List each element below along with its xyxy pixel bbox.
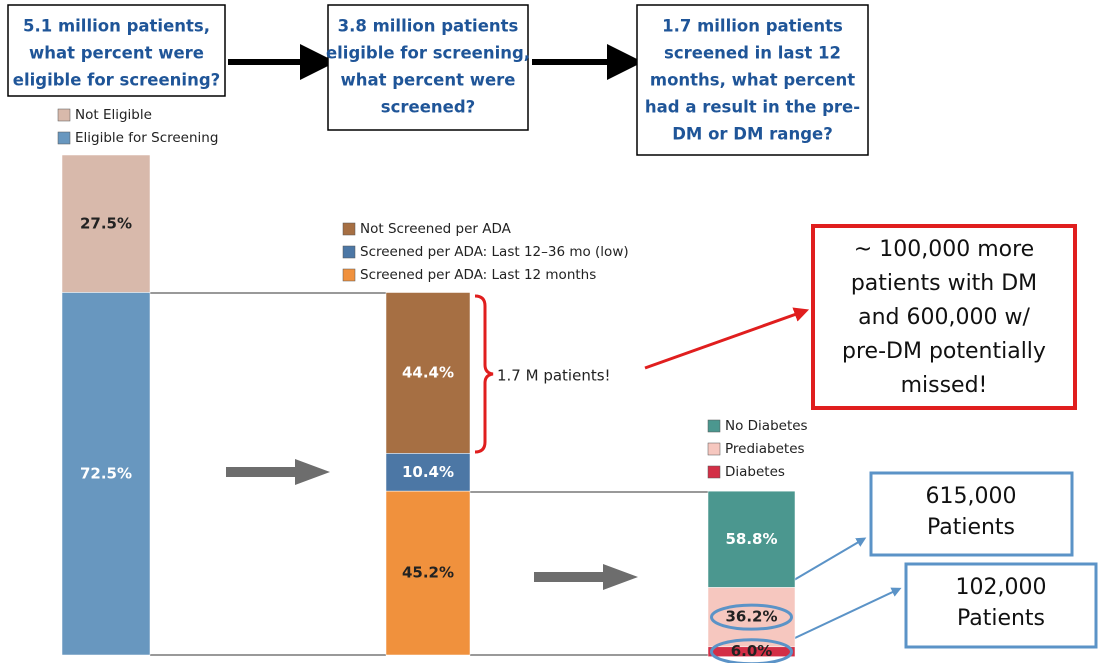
highlight-ellipse: [710, 603, 793, 631]
red-arrow: [644, 307, 810, 370]
gray-arrow: [534, 564, 638, 590]
bar-segment: [707, 646, 796, 657]
legend-swatch: [707, 419, 721, 433]
question-text: screened?: [381, 98, 475, 117]
legend-swatch: [57, 131, 71, 145]
bar-segment: [385, 490, 471, 656]
highlight-ellipse: [710, 638, 793, 663]
legend-swatch: [57, 108, 71, 122]
legend-label: Eligible for Screening: [75, 130, 218, 146]
question-text: what percent were: [29, 44, 204, 63]
value-label: 58.8%: [725, 530, 777, 548]
question-text: screened in last 12: [664, 44, 841, 63]
question-box: [636, 4, 869, 156]
red-note-text: ~ 100,000 more: [854, 237, 1034, 262]
question-text: had a result in the pre-: [645, 98, 860, 117]
legend-label: No Diabetes: [725, 418, 808, 434]
question-text: DM or DM range?: [672, 125, 833, 144]
value-label: 72.5%: [80, 464, 132, 482]
value-label: 44.4%: [402, 363, 454, 381]
red-note-text: patients with DM: [851, 271, 1037, 296]
red-note-box: [811, 224, 1077, 410]
legend-label: Prediabetes: [725, 441, 805, 457]
callout-text: Patients: [957, 606, 1045, 631]
callout-box: [904, 562, 1098, 649]
legend-label: Not Eligible: [75, 107, 152, 123]
legend-label: Screened per ADA: Last 12–36 mo (low): [360, 244, 629, 260]
gray-arrow: [226, 459, 330, 485]
value-label: 36.2%: [725, 608, 777, 626]
question-text: eligible for screening,: [326, 44, 530, 63]
legend-label: Not Screened per ADA: [360, 221, 512, 237]
callout-text: 102,000: [956, 575, 1047, 600]
legend-swatch: [707, 465, 721, 479]
callout-line: [779, 587, 902, 646]
brace-label: 1.7 M patients!: [497, 367, 611, 385]
legend-label: Screened per ADA: Last 12 months: [360, 267, 596, 283]
question-text: what percent were: [340, 71, 515, 90]
red-note-text: pre-DM potentially: [842, 339, 1046, 364]
callout-text: Patients: [927, 515, 1015, 540]
question-box: [327, 4, 529, 131]
legend-swatch: [342, 245, 356, 259]
value-label: 45.2%: [402, 564, 454, 582]
value-label: 10.4%: [402, 463, 454, 481]
legend-label: Diabetes: [725, 464, 785, 480]
legend-swatch: [342, 222, 356, 236]
bar-segment: [61, 154, 151, 293]
value-label: 6.0%: [731, 642, 773, 660]
red-note-text: and 600,000 w/: [858, 305, 1030, 330]
value-label: 27.5%: [80, 214, 132, 232]
callout-box: [869, 471, 1074, 557]
question-text: eligible for screening?: [13, 71, 220, 90]
question-text: months, what percent: [650, 71, 855, 90]
question-box: [7, 4, 226, 97]
question-text: 3.8 million patients: [338, 17, 519, 36]
bar-segment: [61, 292, 151, 656]
bar-segment: [707, 490, 796, 588]
legend-swatch: [707, 442, 721, 456]
legend-swatch: [342, 268, 356, 282]
brace: [474, 294, 494, 454]
callout-text: 615,000: [926, 484, 1017, 509]
question-text: 5.1 million patients,: [23, 17, 210, 36]
bar-segment: [385, 292, 471, 454]
question-text: 1.7 million patients: [662, 17, 843, 36]
bar-segment: [707, 587, 796, 648]
red-note-text: missed!: [901, 373, 988, 398]
bar-segment: [385, 453, 471, 492]
